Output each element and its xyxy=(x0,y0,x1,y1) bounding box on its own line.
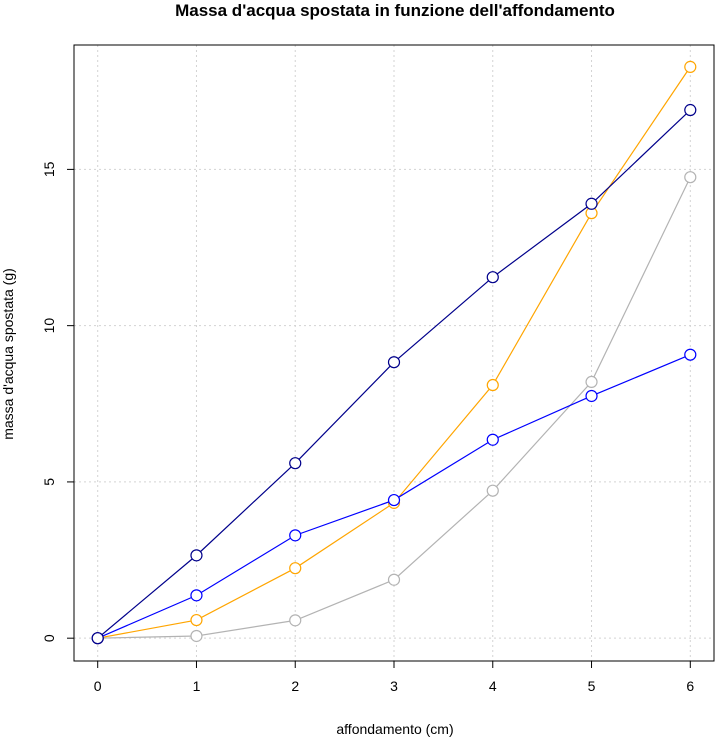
data-point xyxy=(190,613,203,627)
data-point xyxy=(684,171,697,184)
data-point xyxy=(585,375,598,389)
data-point xyxy=(684,348,697,361)
y-axis-label: massa d'acqua spostata (g) xyxy=(0,268,16,440)
series-line xyxy=(97,66,691,639)
x-tick-label: 3 xyxy=(390,678,398,694)
y-tick-label: 15 xyxy=(41,161,57,177)
axes: 0 1 2 3 4 5 6 0 5 10 15 xyxy=(41,161,694,694)
data-point xyxy=(585,389,598,403)
data-point xyxy=(684,60,697,73)
data-point xyxy=(486,378,499,392)
x-tick-label: 2 xyxy=(291,678,299,694)
data-point xyxy=(486,433,499,446)
series-1 xyxy=(91,103,697,645)
x-tick-label: 1 xyxy=(193,678,201,694)
data-point xyxy=(387,493,401,507)
data-point xyxy=(486,271,499,284)
data-point xyxy=(486,484,499,497)
data-point xyxy=(289,614,302,627)
data-point xyxy=(190,589,203,602)
data-point xyxy=(387,573,401,586)
data-point xyxy=(190,549,203,562)
data-point xyxy=(585,197,598,210)
data-point xyxy=(289,529,302,542)
grid xyxy=(74,45,714,661)
x-axis-label: affondamento (cm) xyxy=(336,721,453,737)
data-point xyxy=(289,457,302,470)
chart-title: Massa d'acqua spostata in funzione dell'… xyxy=(175,1,615,20)
series-line xyxy=(97,109,691,639)
data-point xyxy=(91,632,104,645)
data-point xyxy=(387,356,401,369)
y-tick-label: 0 xyxy=(41,634,57,642)
y-tick-label: 10 xyxy=(41,318,57,334)
plot-frame xyxy=(73,44,715,662)
data-point xyxy=(684,103,697,117)
y-tick-label: 5 xyxy=(41,478,57,486)
x-tick-label: 5 xyxy=(588,678,596,694)
series-2 xyxy=(91,348,697,645)
x-tick-label: 6 xyxy=(686,678,694,694)
x-tick-label: 4 xyxy=(489,678,497,694)
x-tick-label: 0 xyxy=(94,678,102,694)
data-point xyxy=(289,562,302,575)
data-point xyxy=(190,629,203,643)
series-4 xyxy=(91,171,697,645)
series-group xyxy=(91,60,697,645)
